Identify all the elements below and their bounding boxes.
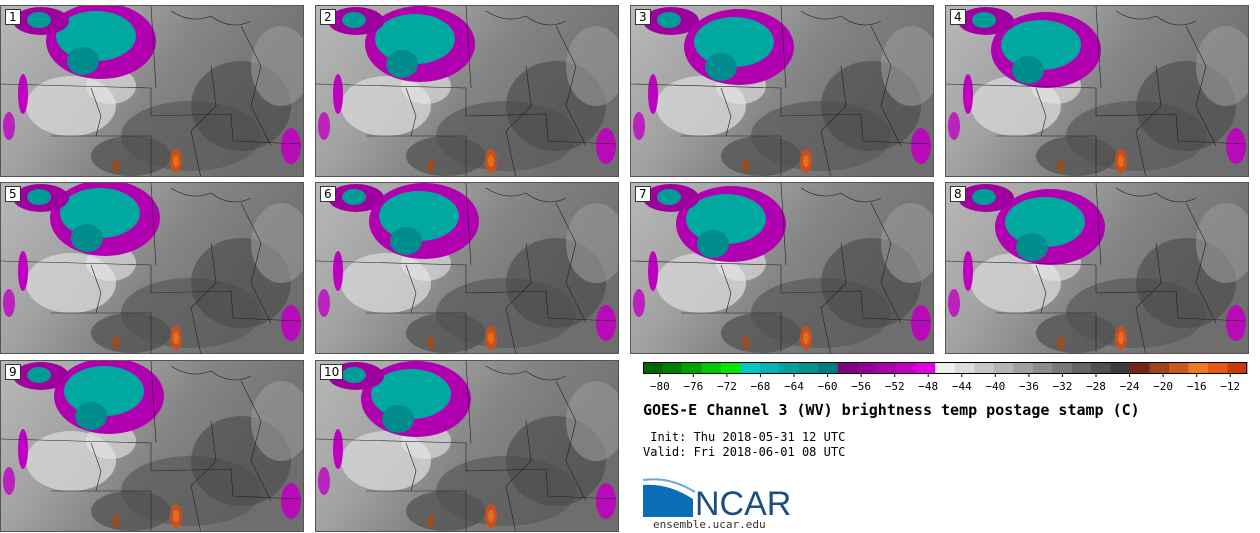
colorbar-segment <box>720 362 741 374</box>
colorbar-segment <box>662 362 683 374</box>
panel-label: 8 <box>950 186 966 202</box>
panel-label: 9 <box>5 364 21 380</box>
colorbar-tick-label: −44 <box>952 380 972 393</box>
panel-label: 4 <box>950 9 966 25</box>
init-time: Init: Thu 2018-05-31 12 UTC <box>643 430 846 444</box>
logo-text: NCAR <box>695 485 791 519</box>
colorbar-tick-label: −28 <box>1086 380 1106 393</box>
map-panel-9: 9 <box>0 360 304 532</box>
colorbar-tick-label: −24 <box>1120 380 1140 393</box>
panel-label: 3 <box>635 9 651 25</box>
map-panel-7: 7 <box>630 182 934 354</box>
colorbar-segment <box>643 362 663 374</box>
colorbar-tick-label: −72 <box>717 380 737 393</box>
colorbar-segment <box>1227 362 1248 374</box>
map-panel-8: 8 <box>945 182 1249 354</box>
map-panel-10: 10 <box>315 360 619 532</box>
panel-label: 1 <box>5 9 21 25</box>
colorbar-segment <box>798 362 819 374</box>
colorbar-tick-label: −20 <box>1153 380 1173 393</box>
colorbar-tick-label: −80 <box>650 380 670 393</box>
colorbar-segment <box>740 362 761 374</box>
colorbar-segment <box>818 362 839 374</box>
colorbar-tick-label: −52 <box>885 380 905 393</box>
colorbar-segment <box>1149 362 1170 374</box>
colorbar-tick-label: −40 <box>985 380 1005 393</box>
colorbar-segment <box>1032 362 1053 374</box>
colorbar-segment <box>681 362 702 374</box>
colorbar-tick-label: −16 <box>1187 380 1207 393</box>
colorbar: −80 −76 −72 −68 −64 −60 −56 −52 −48 −44 −40 −36 −32 −… <box>643 362 1248 393</box>
panel-label: 6 <box>320 186 336 202</box>
colorbar-tick-label: −48 <box>918 380 938 393</box>
colorbar-segment <box>915 362 936 374</box>
map-panel-6: 6 <box>315 182 619 354</box>
colorbar-segment <box>837 362 858 374</box>
map-panel-3: 3 <box>630 5 934 177</box>
colorbar-segment <box>896 362 917 374</box>
colorbar-segment <box>1169 362 1190 374</box>
colorbar-segment <box>1071 362 1092 374</box>
panel-label: 10 <box>320 364 344 380</box>
colorbar-segment <box>857 362 878 374</box>
colorbar-segment <box>1208 362 1229 374</box>
colorbar-segment <box>935 362 956 374</box>
colorbar-segment <box>1110 362 1131 374</box>
colorbar-segment <box>954 362 975 374</box>
panel-label: 2 <box>320 9 336 25</box>
colorbar-segment <box>974 362 995 374</box>
colorbar-segment <box>701 362 722 374</box>
colorbar-segment <box>1091 362 1112 374</box>
colorbar-segment <box>993 362 1014 374</box>
map-panel-1: 1 <box>0 5 304 177</box>
panel-label: 7 <box>635 186 651 202</box>
colorbar-tick-label: −36 <box>1019 380 1039 393</box>
plot-title: GOES-E Channel 3 (WV) brightness temp po… <box>643 401 1140 419</box>
colorbar-segment <box>876 362 897 374</box>
colorbar-segment <box>779 362 800 374</box>
colorbar-segment <box>1130 362 1151 374</box>
colorbar-tick-label: −12 <box>1220 380 1240 393</box>
colorbar-tick-label: −56 <box>851 380 871 393</box>
map-panel-2: 2 <box>315 5 619 177</box>
website-url: ensemble.ucar.edu <box>653 518 766 531</box>
colorbar-frame <box>643 362 1247 374</box>
colorbar-tick-label: −76 <box>683 380 703 393</box>
logo-swoosh-icon <box>643 484 693 517</box>
colorbar-tick-label: −64 <box>784 380 804 393</box>
ncar-logo: NCAR <box>643 478 791 519</box>
colorbar-segment <box>759 362 780 374</box>
colorbar-segment <box>1052 362 1073 374</box>
colorbar-segment <box>1013 362 1034 374</box>
map-panel-4: 4 <box>945 5 1249 177</box>
colorbar-tick-label: −68 <box>750 380 770 393</box>
valid-time: Valid: Fri 2018-06-01 08 UTC <box>643 445 846 459</box>
panel-label: 5 <box>5 186 21 202</box>
map-panel-5: 5 <box>0 182 304 354</box>
colorbar-tick-label: −60 <box>818 380 838 393</box>
colorbar-tick-label: −32 <box>1052 380 1072 393</box>
colorbar-segment <box>1188 362 1209 374</box>
